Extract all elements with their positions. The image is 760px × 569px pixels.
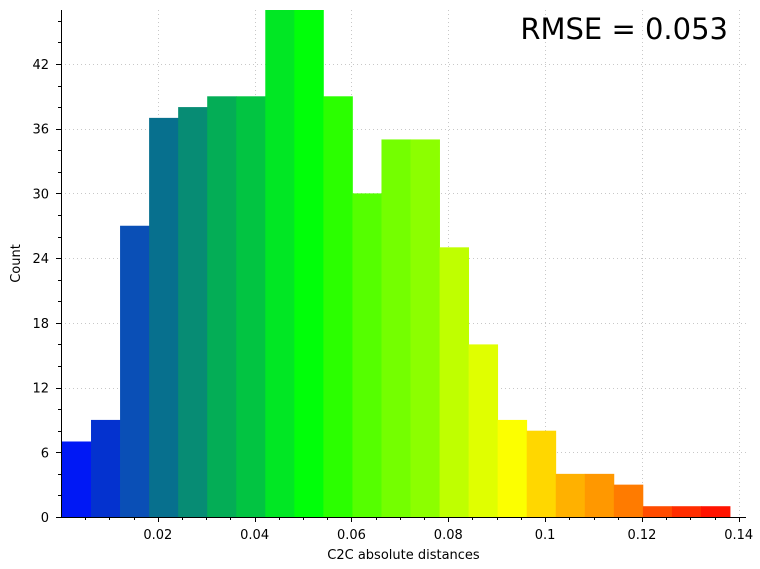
rmse-annotation: RMSE = 0.053 — [520, 12, 728, 46]
histogram-bar — [265, 10, 295, 517]
grid-lines — [61, 10, 746, 517]
histogram-bar — [323, 96, 353, 517]
histogram-bar — [91, 419, 121, 517]
histogram-bar — [149, 117, 179, 517]
y-tick-label: 12 — [32, 382, 49, 397]
histogram-bar — [497, 419, 528, 517]
histogram-bar — [439, 247, 470, 517]
y-tick-label: 36 — [32, 123, 49, 138]
y-tick-label: 0 — [41, 511, 49, 526]
y-tick-label: 30 — [32, 187, 49, 202]
x-tick-label: 0.06 — [337, 528, 366, 543]
y-tick-label: 24 — [32, 252, 49, 267]
histogram-bar — [236, 96, 266, 517]
x-tick-label: 0.14 — [724, 528, 753, 543]
histogram-bar — [700, 506, 731, 517]
axes — [61, 10, 746, 518]
histogram-bar — [61, 441, 92, 517]
histogram-bars — [61, 10, 731, 517]
histogram-bar — [555, 473, 586, 517]
histogram-bar — [207, 96, 237, 517]
y-tick-label: 42 — [32, 58, 49, 73]
x-tick-label: 0.12 — [627, 528, 656, 543]
x-tick-label: 0.1 — [535, 528, 556, 543]
histogram-bar — [613, 484, 644, 517]
y-axis-title: Count — [9, 244, 24, 283]
histogram-bar — [294, 10, 324, 517]
y-tick-label: 18 — [32, 317, 49, 332]
x-tick-label: 0.04 — [240, 528, 269, 543]
y-axis-ticks: 0 6 12 18 24 30 36 42 — [32, 21, 61, 526]
histogram-bar — [526, 430, 557, 517]
histogram-bar — [120, 225, 150, 517]
y-tick-label: 6 — [41, 446, 49, 461]
histogram-bar — [381, 139, 411, 517]
histogram-bar — [468, 344, 499, 517]
x-axis-ticks: 0.02 0.04 0.06 0.08 0.1 0.12 0.14 — [85, 517, 753, 543]
histogram-bar — [671, 506, 702, 517]
histogram-bar — [352, 193, 382, 517]
x-axis-title: C2C absolute distances — [327, 548, 480, 563]
histogram-bar — [584, 473, 615, 517]
histogram-bar — [642, 506, 673, 517]
histogram-bar — [178, 107, 208, 517]
x-tick-label: 0.02 — [143, 528, 172, 543]
x-tick-label: 0.08 — [434, 528, 463, 543]
histogram-bar — [410, 139, 440, 517]
